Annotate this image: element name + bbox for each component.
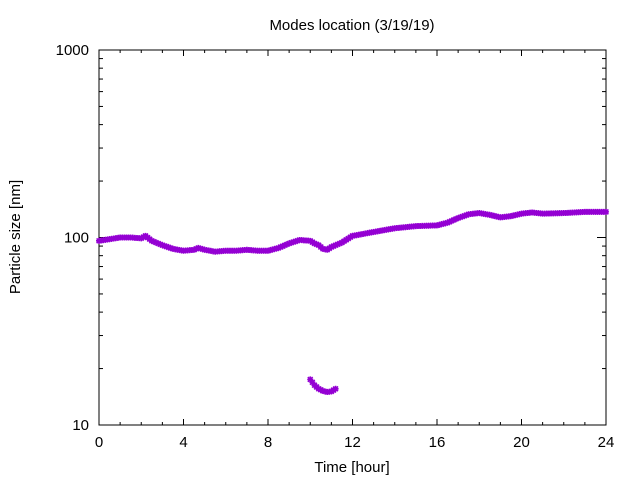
data-point [281, 242, 288, 249]
data-point [334, 241, 341, 248]
data-point [603, 208, 609, 215]
data-point [311, 240, 318, 247]
data-point [148, 237, 155, 244]
x-tick-label: 8 [264, 434, 272, 451]
data-point [279, 243, 286, 250]
data-point [448, 217, 455, 224]
data-points [96, 208, 609, 395]
data-point [453, 215, 460, 222]
data-point [446, 218, 453, 225]
x-tick-label: 0 [95, 434, 103, 451]
x-tick-label: 16 [429, 434, 446, 451]
data-point [307, 376, 314, 383]
x-tick-label: 24 [598, 434, 615, 451]
x-tick-label: 20 [513, 434, 530, 451]
x-tick-label: 4 [179, 434, 187, 451]
data-point [330, 243, 337, 250]
data-point [444, 219, 451, 226]
y-tick-label: 1000 [56, 42, 89, 59]
data-point [332, 242, 339, 249]
y-axis-label: Particle size [nm] [7, 180, 24, 294]
data-point [284, 241, 291, 248]
x-axis-ticks: 0 4 8 12 16 20 24 [95, 50, 615, 451]
y-tick-label: 10 [72, 417, 89, 434]
data-point [332, 385, 339, 392]
data-point [155, 240, 162, 247]
data-point [157, 241, 164, 248]
chart-title: Modes location (3/19/19) [269, 17, 434, 34]
data-point [193, 245, 200, 252]
y-minor-ticks [99, 58, 606, 370]
data-point [336, 240, 343, 247]
data-point [277, 244, 284, 251]
data-point [153, 239, 160, 246]
y-tick-label: 100 [64, 230, 89, 247]
data-point [450, 216, 457, 223]
data-point [328, 243, 335, 250]
data-point [150, 238, 157, 245]
data-point [191, 246, 198, 253]
x-tick-label: 12 [344, 434, 361, 451]
x-axis-label: Time [hour] [314, 459, 389, 476]
data-point [275, 244, 282, 251]
data-point [313, 241, 320, 248]
data-point [309, 379, 316, 386]
